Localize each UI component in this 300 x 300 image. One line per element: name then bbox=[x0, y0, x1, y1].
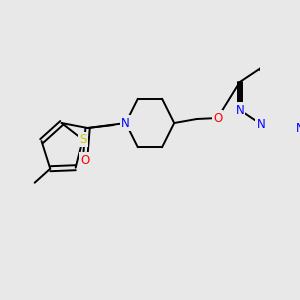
Text: S: S bbox=[79, 133, 86, 146]
Text: N: N bbox=[256, 118, 265, 130]
Text: N: N bbox=[296, 122, 300, 135]
Text: O: O bbox=[80, 154, 90, 166]
Text: N: N bbox=[236, 103, 244, 116]
Text: N: N bbox=[121, 116, 130, 130]
Text: O: O bbox=[213, 112, 222, 124]
